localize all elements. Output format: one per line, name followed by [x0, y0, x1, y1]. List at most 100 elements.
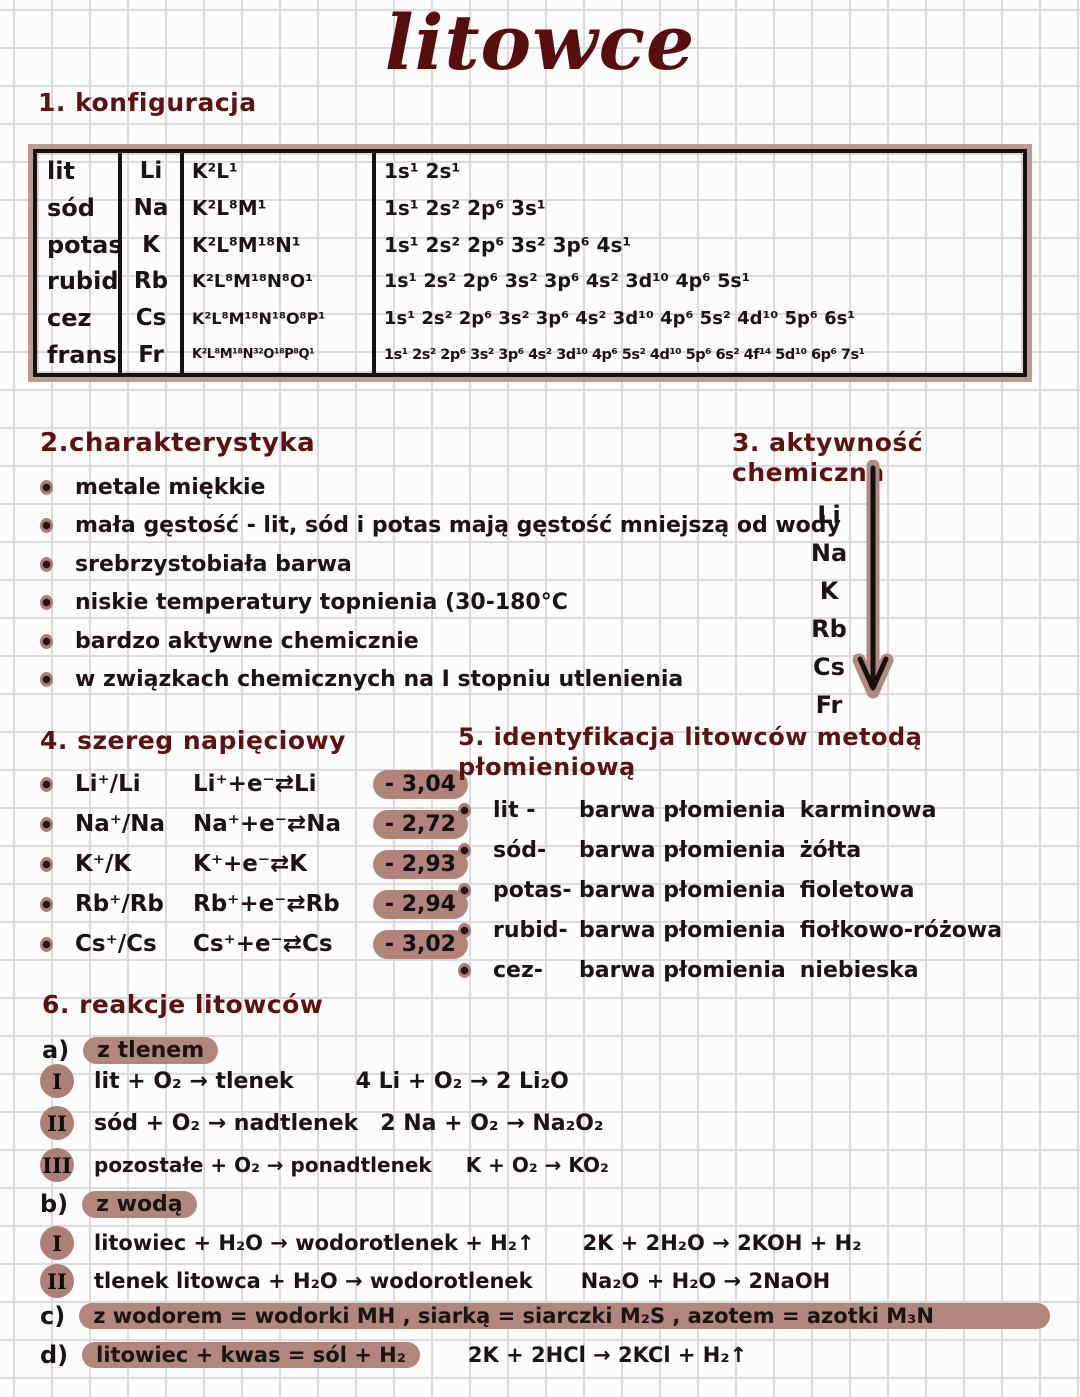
redox-couple: Cs⁺/Cs	[75, 931, 157, 957]
shell-config: K²L⁸M¹	[184, 189, 376, 227]
bullet-icon	[40, 479, 53, 495]
group-title-highlight: z tlenem	[83, 1036, 219, 1064]
list-item: bardzo aktywne chemicznie	[40, 622, 730, 661]
section-3-heading: 3. aktywność chemiczna	[732, 428, 924, 487]
section-chemical-activity: 3. aktywność chemiczna Li Na K Rb Cs Fr	[732, 428, 1062, 724]
element-symbol: K	[819, 577, 839, 605]
potential-row: Cs⁺/Cs Cs⁺+e⁻⇄Cs - 3,02	[40, 924, 468, 964]
element-symbol: Li	[122, 153, 184, 190]
list-item: niskie temperatury topnienia (30-180°C	[40, 584, 730, 623]
section-1-heading: 1. konfiguracja	[38, 88, 257, 117]
list-item: metale miękkie	[40, 468, 730, 507]
section-voltage-series: 4. szereg napięciowy Li⁺/Li Li⁺+e⁻⇄Li - …	[40, 726, 468, 964]
half-reaction: Rb⁺+e⁻⇄Rb	[193, 891, 340, 917]
group-label: b)	[40, 1190, 69, 1218]
roman-numeral-badge: III	[40, 1148, 74, 1182]
table-row: potas K K²L⁸M¹⁸N¹ 1s¹ 2s² 2p⁶ 3s² 3p⁶ 4s…	[37, 226, 1023, 264]
element-name: lit -	[493, 797, 536, 823]
redox-couple: Li⁺/Li	[75, 771, 141, 797]
list-item-text: bardzo aktywne chemicznie	[75, 628, 419, 654]
group-title-highlight: z wodą	[82, 1190, 197, 1218]
electron-config: 1s¹ 2s² 2p⁶ 3s¹	[384, 196, 546, 220]
element-name: rubid	[37, 263, 122, 300]
reaction-equation: 4 Li + O₂ → 2 Li₂O	[355, 1068, 569, 1094]
bullet-icon	[40, 816, 53, 832]
redox-couple: Rb⁺/Rb	[75, 891, 164, 917]
shell-config: K²L⁸M¹⁸N¹	[184, 226, 376, 264]
element-name: rubid-	[493, 917, 568, 943]
flame-color: żółta	[799, 837, 862, 863]
half-reaction: Cs⁺+e⁻⇄Cs	[193, 931, 333, 957]
element-symbol: K	[122, 226, 184, 264]
list-item: srebrzystobiała barwa	[40, 545, 730, 584]
element-symbol: Cs	[813, 653, 845, 681]
reaction-row: I lit + O₂ → tlenek 4 Li + O₂ → 2 Li₂O	[40, 1064, 569, 1098]
electron-config: 1s¹ 2s² 2p⁶ 3s² 3p⁶ 4s¹	[384, 232, 632, 257]
potential-value-highlight: - 3,02	[372, 929, 468, 959]
reaction-equation: K + O₂ → KO₂	[465, 1153, 609, 1177]
bullet-icon	[458, 842, 471, 858]
reaction-description: sód + O₂ → nadtlenek	[94, 1110, 359, 1136]
shell-config: K²L⁸M¹⁸N³²O¹⁸P⁸Q¹	[184, 336, 376, 374]
element-symbol: Fr	[122, 336, 184, 374]
element-name: cez	[37, 299, 122, 337]
reaction-description: lit + O₂ → tlenek	[94, 1068, 294, 1094]
group-label: d)	[40, 1341, 69, 1369]
bullet-icon	[458, 802, 471, 818]
activity-series: Li Na K Rb Cs Fr	[800, 496, 858, 724]
potential-row: Na⁺/Na Na⁺+e⁻⇄Na - 2,72	[40, 804, 468, 844]
bullet-icon	[40, 856, 53, 872]
section-6-heading: 6. reakcje litowców	[42, 990, 324, 1019]
bullet-icon	[40, 595, 53, 611]
reaction-row: II sód + O₂ → nadtlenek 2 Na + O₂ → Na₂O…	[40, 1106, 604, 1140]
reaction-equation: 2K + 2H₂O → 2KOH + H₂	[582, 1231, 862, 1255]
potential-value-highlight: - 2,72	[372, 809, 468, 839]
flame-phrase: barwa płomienia	[579, 877, 786, 903]
element-name: sód-	[493, 837, 547, 863]
bullet-icon	[40, 672, 53, 688]
rule-highlight: litowiec + kwas = sól + H₂	[82, 1342, 420, 1368]
element-name: potas	[37, 226, 123, 264]
element-symbol: Na	[122, 189, 184, 227]
characteristics-list: metale miękkie mała gęstość - lit, sód i…	[40, 468, 841, 699]
reaction-equation: 2 Na + O₂ → Na₂O₂	[380, 1110, 604, 1136]
redox-couple: Na⁺/Na	[75, 811, 166, 837]
potential-value-highlight: - 2,94	[372, 889, 468, 919]
roman-numeral-badge: I	[40, 1064, 74, 1098]
flame-row: rubid- barwa płomienia fiołkowo-różowa	[458, 910, 1076, 950]
section-5-heading: 5. identyfikacja litowców metodą płomien…	[458, 723, 923, 781]
bullet-icon	[40, 518, 53, 534]
configuration-table: lit Li K²L¹ 1s¹ 2s¹ sód Na K²L⁸M¹ 1s¹ 2s…	[33, 149, 1027, 377]
group-label: c)	[40, 1302, 66, 1330]
reaction-description: tlenek litowca + H₂O → wodorotlenek	[94, 1269, 533, 1293]
reaction-equation: Na₂O + H₂O → 2NaOH	[580, 1269, 831, 1293]
flame-color: fiołkowo-różowa	[799, 917, 1003, 943]
element-symbol: Na	[810, 539, 848, 567]
shell-config: K²L⁸M¹⁸N⁸O¹	[184, 263, 376, 300]
bullet-icon	[458, 882, 471, 898]
element-name: cez-	[493, 957, 543, 983]
table-row: lit Li K²L¹ 1s¹ 2s¹	[37, 153, 1023, 190]
list-item-text: mała gęstość - lit, sód i potas mają gęs…	[75, 513, 841, 539]
roman-numeral-badge: I	[40, 1226, 74, 1260]
roman-numeral-badge: II	[40, 1106, 74, 1140]
flame-row: potas- barwa płomienia fioletowa	[458, 870, 1076, 910]
element-symbol: Li	[817, 501, 841, 529]
list-item-text: metale miękkie	[75, 474, 266, 500]
bullet-icon	[40, 896, 53, 912]
shell-config: K²L¹	[184, 153, 376, 190]
section-characteristics: 2.charakterystyka metale miękkie mała gę…	[40, 428, 841, 699]
bullet-icon	[458, 922, 471, 938]
table-row: frans Fr K²L⁸M¹⁸N³²O¹⁸P⁸Q¹ 1s¹ 2s² 2p⁶ 3…	[37, 336, 1023, 374]
potential-row: Rb⁺/Rb Rb⁺+e⁻⇄Rb - 2,94	[40, 884, 468, 924]
reaction-description: pozostałe + O₂ → ponadtlenek	[94, 1153, 432, 1177]
flame-phrase: barwa płomienia	[579, 837, 786, 863]
flame-row: cez- barwa płomienia niebieska	[458, 950, 1076, 990]
flame-phrase: barwa płomienia	[579, 957, 786, 983]
flame-row: sód- barwa płomienia żółta	[458, 830, 1076, 870]
reaction-group-c: c) z wodorem = wodorki MH , siarką = sia…	[40, 1302, 1050, 1330]
element-name: potas-	[493, 877, 572, 903]
bullet-icon	[458, 962, 471, 978]
roman-numeral-badge: II	[40, 1264, 74, 1298]
list-item-text: w związkach chemicznych na I stopniu utl…	[75, 667, 684, 693]
